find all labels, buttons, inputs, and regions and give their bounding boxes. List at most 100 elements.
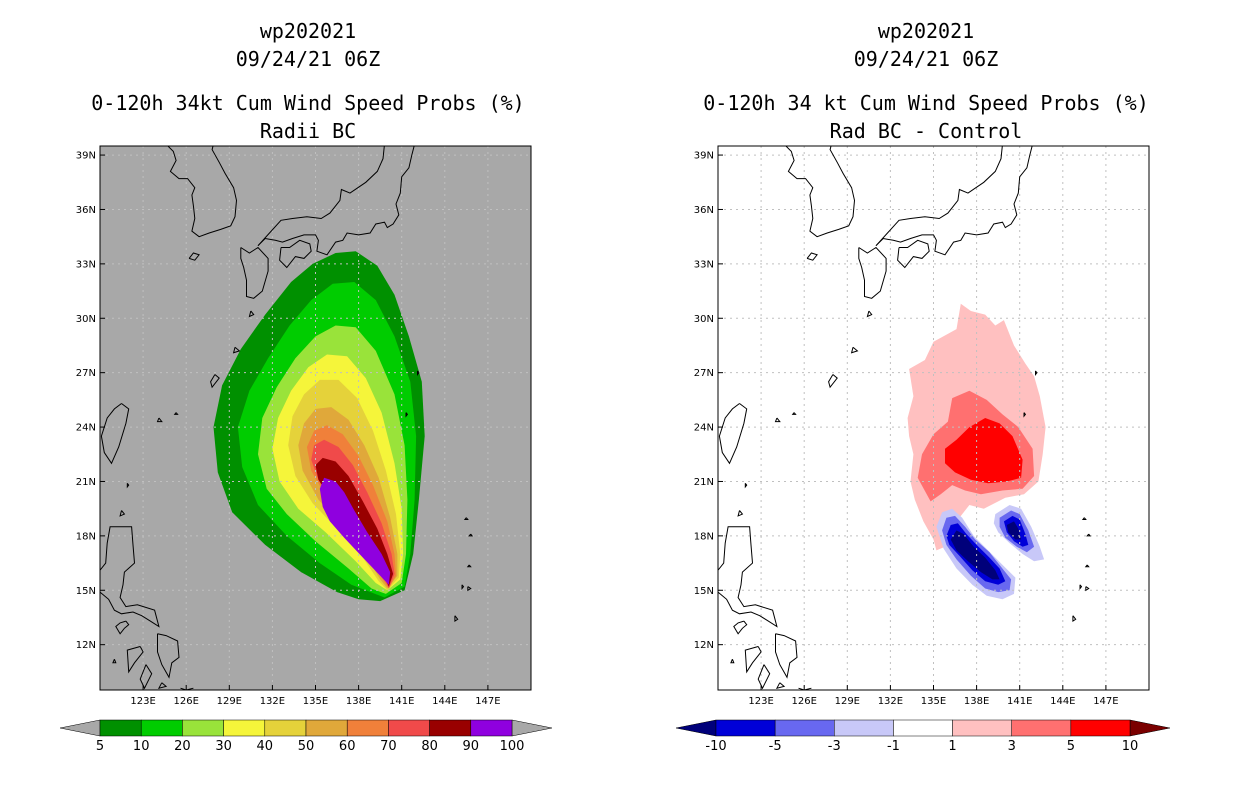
coastline (157, 633, 180, 679)
coastline (405, 412, 409, 418)
coastline (1035, 370, 1038, 376)
coastline (718, 403, 748, 465)
coastline (744, 482, 748, 489)
coastline (711, 672, 717, 688)
right-title-datetime: 09/24/21 06Z (854, 47, 999, 71)
coastline (806, 252, 818, 261)
colorbar-level-label: 30 (215, 739, 232, 754)
y-tick-label: 33N (76, 259, 96, 270)
coastline (775, 682, 786, 689)
y-tick-label: 15N (76, 586, 96, 597)
colorbar-swatch (1011, 719, 1072, 737)
coastline (112, 659, 117, 664)
x-tick-label: 147E (475, 696, 500, 707)
colorbar-swatch (470, 719, 513, 737)
x-tick-label: 147E (1093, 696, 1118, 707)
colorbar-swatch (182, 719, 224, 737)
coastline (115, 620, 130, 635)
coastline (156, 417, 163, 423)
coastline (279, 239, 312, 269)
y-tick-label: 36N (76, 205, 96, 216)
right-title-storm-id: wp202021 (878, 19, 974, 43)
contour-minus-10-9 (950, 530, 1000, 580)
coastline (791, 412, 797, 415)
colorbar-swatch (774, 719, 835, 737)
coastline (875, 146, 1003, 247)
coastline (232, 346, 241, 354)
y-tick-label: 36N (694, 205, 714, 216)
y-tick-label: 21N (694, 477, 714, 488)
colorbar-high-arrow (511, 719, 553, 737)
y-tick-label: 15N (694, 586, 714, 597)
colorbar-level-label: 10 (133, 739, 150, 754)
coastline (119, 510, 126, 517)
y-tick-label: 33N (694, 259, 714, 270)
right-map-panel: 123E 126E 129E 132E 135E 138E 141E 144E 147E 12N 1… (694, 145, 1150, 707)
right-title-product: 0-120h 34 kt Cum Wind Speed Probs (%) (703, 91, 1149, 115)
y-tick-label: 18N (76, 531, 96, 542)
coastline (1023, 412, 1027, 418)
y-tick-label: 24N (76, 423, 96, 434)
x-tick-label: 126E (173, 696, 198, 707)
coastline (454, 615, 459, 623)
colorbar-level-label: 5 (1067, 739, 1075, 754)
contour-90-9 (319, 477, 391, 585)
coastline (461, 584, 465, 590)
coastline (733, 620, 748, 635)
colorbar-low-arrow (59, 719, 101, 737)
colorbar-level-label: 80 (421, 739, 438, 754)
coastline (167, 146, 238, 238)
coastline (1084, 564, 1090, 568)
colorbar-swatch (140, 719, 183, 737)
x-tick-label: 135E (921, 696, 946, 707)
contour-minus-10-10 (1006, 521, 1022, 540)
colorbar-swatch (305, 719, 348, 737)
coastline (466, 564, 472, 568)
left-colorbar: 5 10 20 30 40 50 60 70 80 90 100 (59, 719, 553, 754)
y-tick-label: 39N (76, 151, 96, 162)
x-tick-label: 135E (303, 696, 328, 707)
coastline (1086, 533, 1092, 537)
coastline (718, 526, 778, 628)
colorbar-swatch (893, 719, 953, 737)
x-tick-label: 126E (791, 696, 816, 707)
colorbar-level-label: 70 (380, 739, 397, 754)
x-tick-label: 138E (964, 696, 989, 707)
colorbar-swatch (223, 719, 266, 737)
colorbar-swatch (715, 719, 776, 737)
y-tick-label: 39N (694, 151, 714, 162)
coastline (157, 682, 168, 689)
y-tick-label: 18N (694, 531, 714, 542)
coastline (1081, 517, 1087, 520)
coastline (828, 374, 838, 389)
y-tick-label: 30N (694, 314, 714, 325)
x-tick-label: 144E (1050, 696, 1075, 707)
x-tick-label: 129E (835, 696, 860, 707)
coastline (467, 586, 472, 592)
colorbar-swatch (346, 719, 389, 737)
coastline (1072, 615, 1077, 623)
coastline (1079, 584, 1083, 590)
coastline (730, 659, 735, 664)
y-tick-label: 21N (76, 477, 96, 488)
coastline (240, 246, 269, 299)
coastline (126, 482, 130, 489)
coastline (93, 672, 99, 688)
right-title-variant: Rad BC - Control (830, 119, 1023, 143)
x-tick-label: 132E (878, 696, 903, 707)
y-tick-label: 30N (76, 314, 96, 325)
x-tick-label: 141E (1007, 696, 1032, 707)
coastline (757, 664, 771, 690)
coastline (100, 403, 130, 465)
y-tick-label: 27N (694, 368, 714, 379)
y-tick-label: 12N (76, 640, 96, 651)
colorbar-level-label: 1 (948, 739, 956, 754)
y-tick-label: 27N (76, 368, 96, 379)
left-map-panel: 123E 126E 129E 132E 135E 138E 141E 144E 147E 12N 1… (76, 145, 532, 707)
left-title-product: 0-120h 34kt Cum Wind Speed Probs (%) (91, 91, 524, 115)
coastline (737, 510, 744, 517)
colorbar-level-label: 40 (257, 739, 274, 754)
colorbar-level-label: 5 (96, 739, 104, 754)
coastline (188, 252, 200, 261)
